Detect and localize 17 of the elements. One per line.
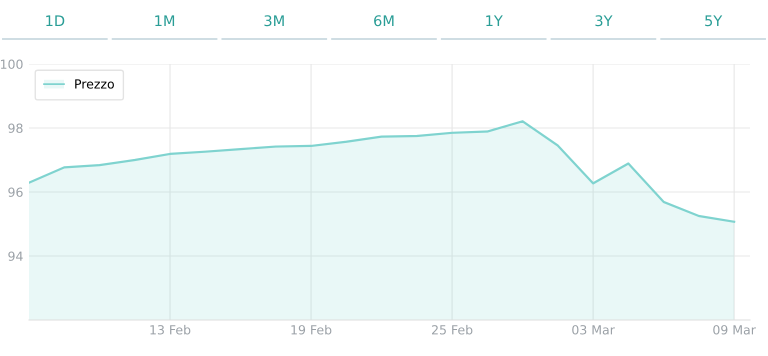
x-tick-label: 03 Mar bbox=[572, 325, 615, 335]
text: 6M bbox=[374, 15, 394, 26]
text: 1M bbox=[155, 15, 174, 26]
y-tick-label: 96 bbox=[8, 187, 23, 197]
y-tick-label: 98 bbox=[8, 123, 23, 133]
text: 1Y bbox=[486, 15, 503, 26]
text: 1D bbox=[46, 15, 64, 26]
text: 3M bbox=[264, 15, 284, 26]
x-tick-label: 19 Feb bbox=[291, 324, 332, 335]
legend-label: Prezzo bbox=[75, 79, 114, 89]
x-tick-label: 13 Feb bbox=[150, 324, 190, 335]
y-tick-label: 100 bbox=[0, 59, 23, 69]
text: 3Y bbox=[595, 15, 613, 26]
y-tick-label: 94 bbox=[8, 251, 23, 261]
x-tick-label: 25 Feb bbox=[432, 324, 472, 335]
x-tick-label: 09 Mar bbox=[713, 325, 756, 335]
text: 5Y bbox=[705, 15, 722, 26]
